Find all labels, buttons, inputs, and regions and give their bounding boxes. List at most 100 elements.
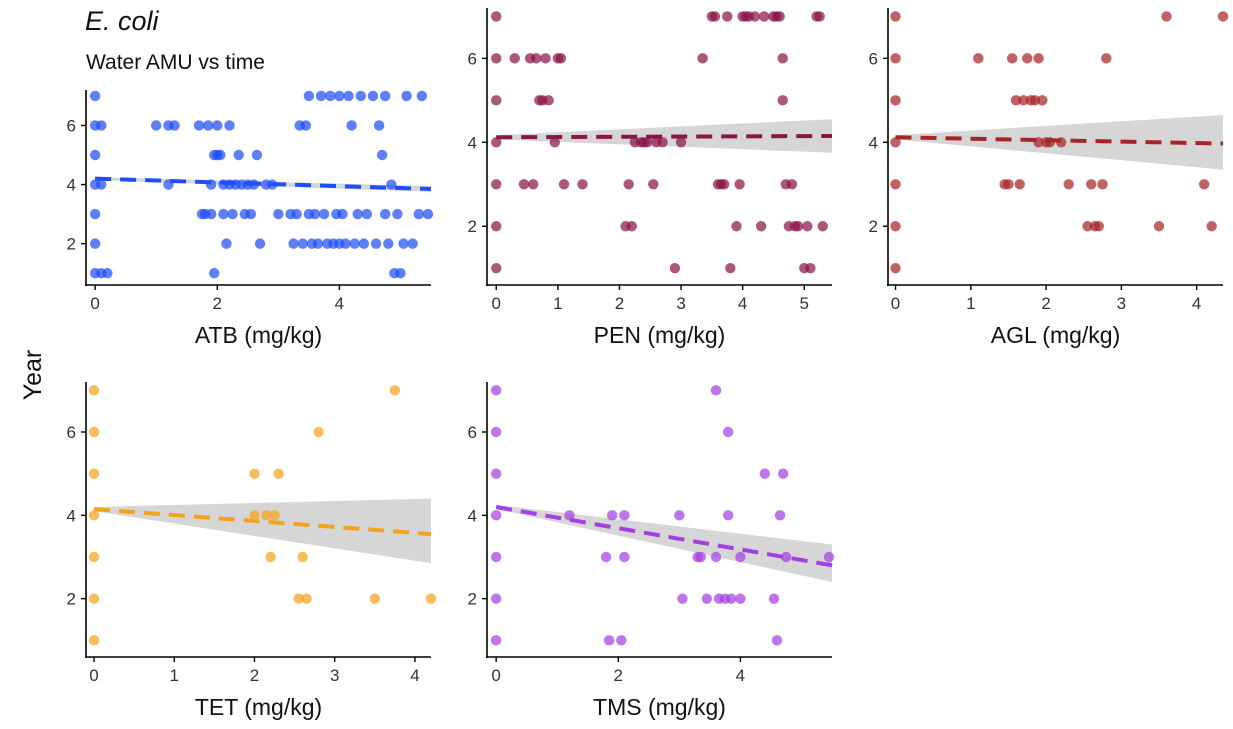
- data-point: [96, 179, 107, 190]
- data-point: [491, 53, 502, 64]
- x-tick-label: 0: [491, 666, 500, 685]
- data-point: [215, 149, 226, 161]
- x-tick-label: 4: [335, 294, 344, 313]
- data-point: [395, 267, 406, 279]
- x-tick-label: 4: [1192, 294, 1201, 313]
- y-tick-label: 6: [67, 116, 76, 135]
- data-point: [340, 238, 351, 249]
- data-point: [509, 53, 520, 64]
- data-point: [890, 95, 901, 106]
- data-point: [96, 120, 107, 131]
- data-point: [227, 208, 238, 220]
- data-point: [361, 208, 373, 220]
- data-point: [697, 53, 708, 64]
- data-point: [890, 221, 901, 232]
- data-point: [369, 593, 381, 604]
- data-point: [490, 510, 502, 521]
- data-point: [224, 120, 235, 131]
- data-point: [890, 137, 901, 148]
- x-tick-label: 0: [90, 294, 99, 313]
- data-point: [1206, 221, 1217, 232]
- data-point: [606, 510, 618, 521]
- data-point: [88, 593, 100, 604]
- data-point: [817, 221, 828, 232]
- data-point: [709, 11, 721, 22]
- panel-agl: 2 4 6 0 1 2 3 4 AGL (mg/kg): [869, 8, 1229, 348]
- data-point: [725, 263, 736, 274]
- data-point: [759, 11, 770, 22]
- data-point: [792, 221, 804, 232]
- data-point: [491, 95, 502, 106]
- data-point: [528, 179, 539, 190]
- data-point: [731, 221, 742, 232]
- data-point: [781, 551, 792, 563]
- data-point: [1082, 221, 1093, 232]
- data-point: [710, 551, 722, 563]
- data-point: [212, 120, 223, 131]
- data-point: [675, 137, 687, 148]
- data-point: [193, 120, 205, 131]
- data-point: [352, 208, 363, 220]
- data-point: [786, 179, 798, 190]
- data-point: [722, 510, 734, 521]
- data-point: [759, 468, 771, 479]
- y-tick-label: 4: [468, 133, 477, 152]
- data-point: [1198, 179, 1210, 190]
- data-point: [1037, 95, 1048, 106]
- trend-line: [95, 176, 432, 191]
- data-point: [774, 510, 786, 521]
- data-point: [540, 53, 551, 64]
- y-tick-label: 2: [468, 217, 477, 236]
- data-point: [1101, 53, 1112, 64]
- data-point: [555, 53, 567, 64]
- x-tick-label: 4: [738, 294, 747, 313]
- data-point: [1022, 53, 1033, 64]
- data-point: [367, 90, 379, 102]
- data-point: [1153, 221, 1165, 232]
- data-point: [425, 593, 437, 604]
- data-point: [309, 208, 321, 220]
- data-point: [151, 120, 162, 131]
- data-point: [1029, 95, 1040, 106]
- x-tick-label: 1: [170, 666, 179, 685]
- data-point: [398, 238, 409, 249]
- data-point: [249, 468, 260, 479]
- data-point: [890, 263, 901, 274]
- x-tick-label: 3: [676, 294, 685, 313]
- data-point: [657, 137, 668, 148]
- data-point: [1010, 95, 1022, 106]
- data-point: [1217, 11, 1229, 22]
- data-point: [490, 468, 502, 479]
- panel-atb: 2 4 6 0 2 4 ATB (mg/kg): [67, 90, 434, 348]
- data-point: [1086, 179, 1097, 190]
- data-point: [380, 90, 391, 102]
- y-tick-label: 6: [468, 49, 477, 68]
- data-point: [249, 510, 260, 521]
- data-point: [343, 90, 354, 102]
- data-point: [88, 468, 100, 479]
- data-point: [674, 510, 685, 521]
- y-tick-label: 6: [869, 49, 878, 68]
- data-point: [619, 510, 630, 521]
- data-point: [1018, 95, 1029, 106]
- panel-tet: 2 4 6 0 1 2 3 4 TET (mg/kg): [67, 382, 437, 720]
- data-point: [814, 11, 825, 22]
- chart-title: E. coli: [85, 6, 159, 36]
- data-point: [205, 208, 217, 220]
- x-tick-label: 2: [615, 294, 624, 313]
- confidence-band: [496, 119, 832, 153]
- x-tick-label: 0: [89, 666, 98, 685]
- data-point: [245, 208, 257, 220]
- x-tick-label: 1: [966, 294, 975, 313]
- trend-line: [93, 507, 432, 537]
- data-point: [318, 208, 330, 220]
- data-point: [89, 208, 101, 220]
- chart-subtitle: Water AMU vs time: [86, 51, 265, 74]
- data-point: [802, 221, 813, 232]
- data-point: [1161, 11, 1172, 22]
- data-point: [386, 179, 397, 190]
- data-point: [491, 179, 502, 190]
- data-point: [726, 593, 737, 604]
